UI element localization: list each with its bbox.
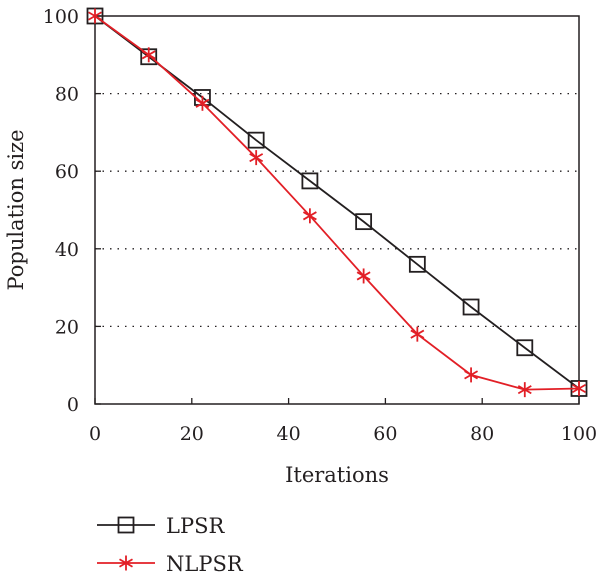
x-tick-label: 40 bbox=[277, 423, 301, 445]
plot-area-frame bbox=[94, 15, 580, 405]
x-tick-label: 20 bbox=[180, 423, 204, 445]
legend-marker-shape bbox=[117, 516, 135, 534]
data-point-lpsr bbox=[516, 339, 534, 357]
legend: LPSR NLPSR bbox=[97, 514, 244, 576]
legend-marker-lpsr bbox=[117, 516, 135, 534]
y-axis-title: Population size bbox=[4, 129, 28, 290]
x-tick-label: 0 bbox=[89, 423, 101, 445]
data-series bbox=[86, 7, 588, 398]
series-line-lpsr bbox=[94, 15, 580, 390]
data-point-nlpsr bbox=[356, 268, 371, 284]
data-point-lpsr bbox=[355, 213, 373, 231]
legend-marker-shape bbox=[119, 555, 133, 571]
data-point-nlpsr bbox=[195, 95, 210, 111]
data-point-nlpsr bbox=[88, 8, 102, 24]
legend-label-lpsr: LPSR bbox=[166, 514, 225, 538]
x-tick-label: 60 bbox=[373, 423, 397, 445]
data-point-nlpsr bbox=[410, 326, 425, 342]
grid-lines bbox=[95, 92, 579, 328]
data-point-nlpsr bbox=[572, 380, 586, 396]
data-point-lpsr bbox=[408, 255, 426, 273]
y-tick-label: 40 bbox=[55, 239, 79, 261]
x-tick-label: 100 bbox=[561, 423, 597, 445]
legend-label-nlpsr: NLPSR bbox=[166, 552, 244, 576]
data-point-lpsr bbox=[301, 172, 319, 190]
series-line-nlpsr bbox=[94, 15, 580, 391]
legend-marker-nlpsr bbox=[119, 555, 133, 571]
data-point-nlpsr bbox=[302, 208, 317, 224]
legend-item-lpsr: LPSR bbox=[97, 514, 225, 538]
data-point-nlpsr bbox=[141, 47, 156, 63]
y-tick-label: 100 bbox=[43, 6, 79, 28]
data-point-nlpsr bbox=[249, 150, 264, 166]
data-point-lpsr bbox=[462, 298, 480, 316]
axis-ticks: 0 20 40 60 80 100 0 20 40 60 80 100 bbox=[43, 6, 597, 445]
y-tick-label: 60 bbox=[55, 161, 79, 183]
data-point-nlpsr bbox=[464, 367, 479, 383]
y-tick-label: 80 bbox=[55, 84, 79, 106]
x-tick-label: 80 bbox=[470, 423, 494, 445]
y-tick-label: 0 bbox=[67, 394, 79, 416]
y-tick-label: 20 bbox=[55, 316, 79, 338]
data-point-lpsr bbox=[247, 131, 265, 149]
legend-item-nlpsr: NLPSR bbox=[97, 552, 244, 576]
data-point-nlpsr bbox=[517, 382, 532, 398]
x-axis-title: Iterations bbox=[285, 463, 389, 487]
